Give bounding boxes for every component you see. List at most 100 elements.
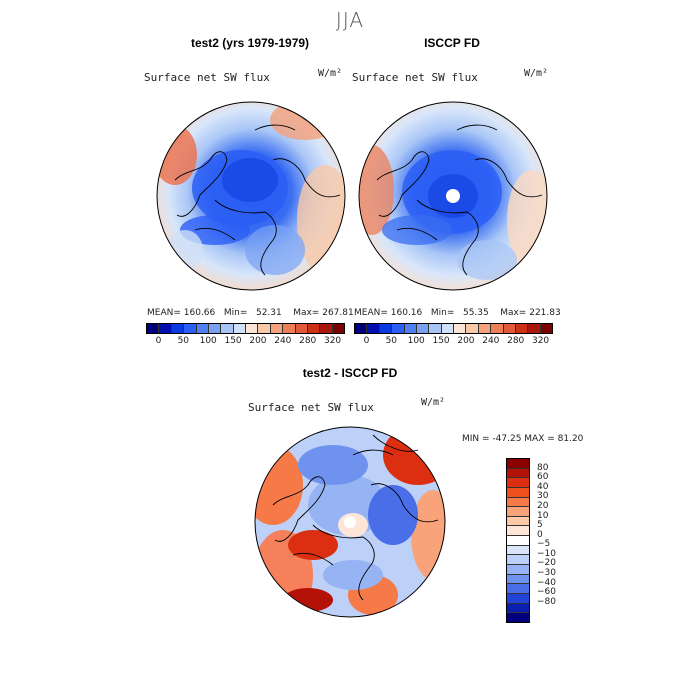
colorbar-swatch bbox=[507, 555, 529, 566]
colorbar-swatch bbox=[478, 324, 492, 333]
colorbar-swatch bbox=[507, 593, 529, 604]
colorbar-tick-label: 320 bbox=[323, 336, 342, 346]
colorbar-swatch bbox=[320, 324, 333, 333]
panel2-colorbar: 0 50 100 150 200 240 280 320 bbox=[354, 323, 553, 346]
colorbar-swatch bbox=[208, 324, 222, 333]
panel1-stats: MEAN= 160.66 Min= 52.31 Max= 267.81 bbox=[147, 308, 354, 318]
colorbar-tick-label: 150 bbox=[224, 336, 242, 346]
colorbar-tick-label: 100 bbox=[407, 336, 425, 346]
pole-hole bbox=[344, 516, 356, 528]
colorbar-swatch bbox=[246, 324, 259, 333]
colorbar-swatch bbox=[404, 324, 417, 333]
diff-polar-map bbox=[254, 426, 446, 618]
colorbar-tick-label: −10 bbox=[537, 548, 556, 559]
colorbar-swatch bbox=[507, 536, 529, 546]
colorbar-swatch bbox=[184, 324, 197, 333]
colorbar-swatch bbox=[540, 324, 552, 333]
colorbar-swatch bbox=[507, 507, 529, 517]
colorbar-swatch bbox=[507, 565, 529, 575]
colorbar-tick-label: 200 bbox=[457, 336, 475, 346]
colorbar-swatch bbox=[466, 324, 479, 333]
colorbar-swatch bbox=[491, 324, 504, 333]
colorbar-swatch bbox=[147, 324, 160, 333]
diff-units-label: W/m² bbox=[421, 397, 446, 408]
colorbar-swatch bbox=[507, 468, 529, 479]
colorbar-tick-label: 0 bbox=[537, 529, 543, 540]
colorbar-tick-label: 280 bbox=[299, 336, 317, 346]
colorbar-tick-label: 30 bbox=[537, 491, 549, 502]
diff-title: test2 - ISCCP FD bbox=[302, 366, 398, 380]
panel1-title: test2 (yrs 1979-1979) bbox=[190, 36, 310, 50]
panel2-title: ISCCP FD bbox=[424, 36, 480, 50]
colorbar-swatch bbox=[159, 324, 172, 333]
colorbar-tick-label: 50 bbox=[385, 336, 398, 346]
colorbar-swatch bbox=[507, 487, 529, 498]
panel2-variable-label: Surface net SW flux bbox=[352, 71, 478, 84]
colorbar-swatch bbox=[270, 324, 284, 333]
colorbar-tick-label: 280 bbox=[507, 336, 525, 346]
colorbar-swatch bbox=[367, 324, 380, 333]
colorbar-tick-label: 150 bbox=[432, 336, 450, 346]
panel2-polar-map bbox=[358, 101, 548, 291]
colorbar-tick-label: −30 bbox=[537, 568, 556, 579]
colorbar-tick-label: 100 bbox=[199, 336, 217, 346]
diff-variable-label: Surface net SW flux bbox=[248, 401, 374, 414]
colorbar-tick-label: −60 bbox=[537, 587, 556, 598]
colorbar-swatch bbox=[507, 526, 529, 537]
colorbar-swatch bbox=[507, 545, 529, 556]
panel2-stats: MEAN= 160.16 Min= 55.35 Max= 221.83 bbox=[354, 308, 561, 318]
colorbar-swatch bbox=[507, 497, 529, 508]
pole-hole bbox=[446, 189, 460, 203]
panel2-units-label: W/m² bbox=[524, 68, 549, 79]
colorbar-swatch bbox=[221, 324, 234, 333]
colorbar-swatch bbox=[196, 324, 209, 333]
colorbar-swatch bbox=[171, 324, 185, 333]
diff-colorbar-ticks: 80 60 40 30 20 10 5 0 −5 −10 −20 −30 −40 −60 −80 bbox=[537, 458, 577, 621]
colorbar-tick-label: 20 bbox=[537, 500, 549, 511]
colorbar-tick-label: 10 bbox=[537, 510, 549, 521]
colorbar-swatch bbox=[233, 324, 246, 333]
colorbar-swatch bbox=[507, 584, 529, 594]
colorbar-swatch bbox=[507, 603, 529, 614]
panel1-units-label: W/m² bbox=[318, 68, 343, 79]
colorbar-tick-label: 60 bbox=[537, 472, 549, 483]
colorbar-swatch bbox=[429, 324, 442, 333]
colorbar-tick-label: 200 bbox=[249, 336, 267, 346]
colorbar-tick-label: −20 bbox=[537, 558, 556, 569]
colorbar-swatch bbox=[283, 324, 296, 333]
panel1-polar-map bbox=[156, 101, 346, 291]
colorbar-swatch bbox=[507, 459, 529, 469]
colorbar-swatch bbox=[392, 324, 405, 333]
colorbar-swatch bbox=[454, 324, 467, 333]
colorbar-tick-label: −5 bbox=[537, 539, 551, 550]
colorbar-swatch bbox=[379, 324, 393, 333]
colorbar-tick-label: 240 bbox=[482, 336, 500, 346]
diff-colorbar bbox=[506, 458, 530, 623]
colorbar-swatch bbox=[258, 324, 271, 333]
colorbar-swatch bbox=[441, 324, 454, 333]
colorbar-swatch bbox=[355, 324, 368, 333]
colorbar-tick-label: −80 bbox=[537, 596, 556, 607]
colorbar-swatch bbox=[332, 324, 344, 333]
season-title: JJA bbox=[335, 8, 365, 32]
colorbar-swatch bbox=[503, 324, 516, 333]
colorbar-swatch bbox=[416, 324, 430, 333]
colorbar-swatch bbox=[528, 324, 541, 333]
diff-stats: MIN = -47.25 MAX = 81.20 bbox=[462, 434, 584, 444]
panel1-variable-label: Surface net SW flux bbox=[144, 71, 270, 84]
colorbar-tick-label: 80 bbox=[537, 462, 549, 473]
colorbar-tick-label: −40 bbox=[537, 577, 556, 588]
colorbar-swatch bbox=[507, 516, 529, 527]
panel1-colorbar: 0 50 100 150 200 240 280 320 bbox=[146, 323, 345, 346]
colorbar-tick-label: 50 bbox=[177, 336, 190, 346]
colorbar-tick-label: 5 bbox=[537, 520, 543, 531]
colorbar-swatch bbox=[295, 324, 308, 333]
colorbar-tick-label: 40 bbox=[537, 481, 549, 492]
colorbar-tick-label: 0 bbox=[363, 336, 370, 346]
colorbar-tick-label: 320 bbox=[531, 336, 550, 346]
colorbar-tick-label: 240 bbox=[274, 336, 292, 346]
colorbar-swatch bbox=[507, 613, 529, 622]
colorbar-swatch bbox=[507, 574, 529, 585]
colorbar-tick-label: 0 bbox=[155, 336, 162, 346]
colorbar-swatch bbox=[507, 478, 529, 488]
